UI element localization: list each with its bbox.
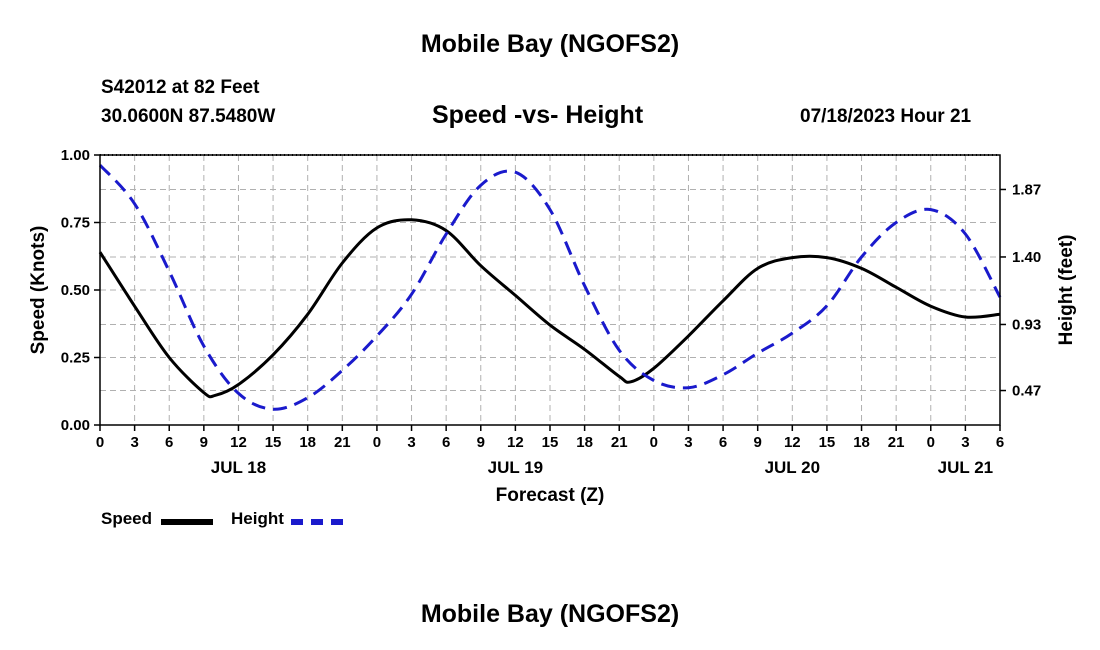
chart-title-repeat: Mobile Bay (NGOFS2): [420, 600, 680, 628]
date-label: JUL 21: [938, 458, 993, 477]
y2-axis-label: Height (feet): [1056, 235, 1077, 346]
x-tick-label: 6: [165, 434, 173, 451]
legend-height-label: Height: [231, 509, 284, 528]
x-tick-label: 18: [576, 434, 593, 451]
series-line-speed: [98, 218, 1001, 399]
x-tick-label: 12: [784, 434, 801, 451]
y-tick-label: 0.50: [61, 282, 90, 299]
x-tick-label: 3: [684, 434, 692, 451]
y-tick-label: 0.00: [61, 417, 90, 434]
x-tick-label: 0: [650, 434, 658, 451]
date-label: JUL 19: [488, 458, 543, 477]
x-tick-label: 6: [996, 434, 1004, 451]
x-tick-label: 6: [442, 434, 450, 451]
station-label: S42012 at 82 Feet: [101, 77, 260, 98]
x-tick-label: 3: [961, 434, 969, 451]
grid-layer: [100, 155, 1000, 425]
x-tick-label: 21: [888, 434, 905, 451]
chart-subtitle: Speed -vs- Height: [432, 101, 644, 129]
x-tick-label: 3: [130, 434, 138, 451]
date-label: JUL 20: [765, 458, 820, 477]
coordinates-label: 30.0600N 87.5480W: [101, 106, 276, 127]
legend-height-swatch: [291, 519, 343, 525]
axis-layer: 0 3 6 9 12 15 18 21 0 3 6 9 12 15 18 21 0 3 6 9 12 15 18 21 0 3 6 0…: [61, 147, 1041, 477]
legend-speed-label: Speed: [101, 509, 153, 528]
chart-title: Mobile Bay (NGOFS2): [420, 30, 680, 58]
y-tick-label: 0.75: [61, 215, 90, 232]
x-tick-label: 15: [542, 434, 559, 451]
x-axis-label: Forecast (Z): [496, 485, 605, 506]
x-tick-label: 12: [230, 434, 247, 451]
y2-tick-label: 1.87: [1012, 181, 1041, 198]
y2-tick-label: 0.47: [1012, 383, 1041, 400]
x-tick-label: 15: [265, 434, 282, 451]
y2-tick-label: 1.40: [1012, 249, 1041, 266]
y-tick-label: 1.00: [61, 147, 90, 164]
series-line-height: [98, 164, 1002, 411]
legend-speed-swatch: [161, 519, 213, 525]
x-tick-label: 6: [719, 434, 727, 451]
x-tick-label: 0: [927, 434, 935, 451]
x-tick-label: 15: [819, 434, 836, 451]
y-axis-label: Speed (Knots): [28, 226, 49, 355]
forecast-datetime: 07/18/2023 Hour 21: [800, 106, 972, 127]
x-tick-label: 3: [407, 434, 415, 451]
x-tick-label: 0: [373, 434, 381, 451]
x-tick-label: 18: [299, 434, 316, 451]
series-layer: [98, 164, 1002, 411]
y2-tick-label: 0.93: [1012, 316, 1041, 333]
x-tick-label: 21: [611, 434, 628, 451]
date-label: JUL 18: [211, 458, 266, 477]
x-tick-label: 21: [334, 434, 351, 451]
x-tick-label: 12: [507, 434, 524, 451]
x-tick-label: 9: [200, 434, 208, 451]
x-tick-label: 18: [853, 434, 870, 451]
x-tick-label: 9: [754, 434, 762, 451]
y-tick-label: 0.25: [61, 350, 90, 367]
x-tick-label: 0: [96, 434, 104, 451]
x-tick-label: 9: [477, 434, 485, 451]
